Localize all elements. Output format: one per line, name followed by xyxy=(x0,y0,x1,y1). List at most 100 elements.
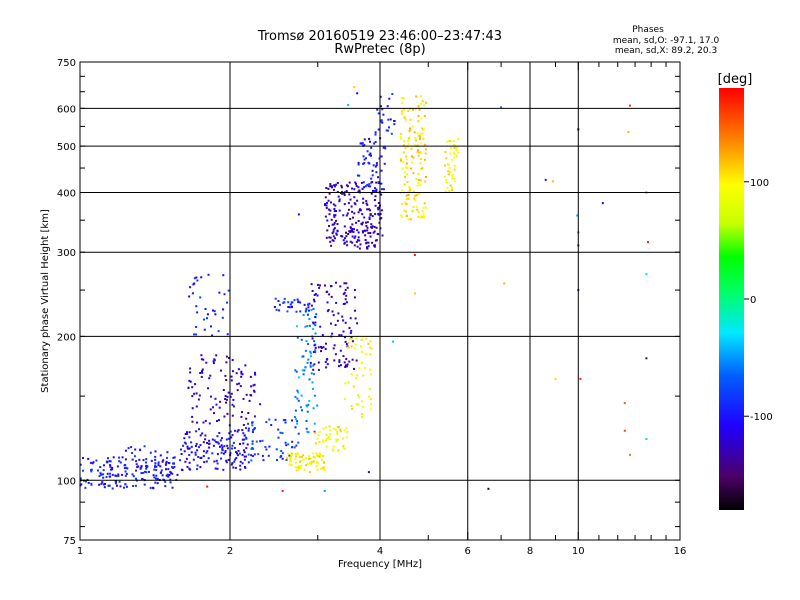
data-point-1118 xyxy=(330,244,333,247)
data-point-517 xyxy=(291,446,294,449)
data-point-815 xyxy=(312,452,315,455)
data-point-1031 xyxy=(355,182,357,185)
data-point-362 xyxy=(224,398,227,400)
data-point-361 xyxy=(212,360,215,363)
data-point-395 xyxy=(218,419,220,422)
data-point-534 xyxy=(261,439,264,442)
data-point-245 xyxy=(245,447,248,450)
data-point-211 xyxy=(220,444,223,447)
data-point-520 xyxy=(275,448,278,451)
data-point-301 xyxy=(243,438,246,441)
data-point-548 xyxy=(268,418,271,421)
data-point-1215 xyxy=(380,169,383,172)
data-point-1182 xyxy=(375,188,378,191)
data-point-278 xyxy=(239,460,242,463)
data-point-703 xyxy=(344,340,347,343)
data-point-1299 xyxy=(420,94,422,97)
data-point-735 xyxy=(353,367,355,370)
data-point-152 xyxy=(164,480,167,483)
data-point-262 xyxy=(186,445,189,448)
x-axis-label: Frequency [MHz] xyxy=(338,559,422,570)
data-point-8 xyxy=(105,476,108,478)
data-point-77 xyxy=(153,468,156,471)
data-point-343 xyxy=(218,432,221,434)
data-point-281 xyxy=(203,461,206,464)
data-point-276 xyxy=(194,445,197,447)
data-point-441 xyxy=(191,292,194,295)
data-point-825 xyxy=(290,453,293,456)
data-point-1151 xyxy=(370,192,373,195)
data-point-1216 xyxy=(368,138,371,140)
data-point-251 xyxy=(228,432,231,435)
data-point-1308 xyxy=(399,159,402,162)
data-point-696 xyxy=(327,309,330,311)
data-point-3 xyxy=(157,464,160,467)
colorbar-tick-label-0: 100 xyxy=(750,178,769,189)
data-point-93 xyxy=(89,461,92,464)
data-point-1329 xyxy=(420,102,422,105)
data-point-770 xyxy=(338,365,340,368)
data-point-731 xyxy=(324,361,327,364)
data-point-1473 xyxy=(544,178,547,181)
data-point-1390 xyxy=(405,203,408,206)
data-point-235 xyxy=(196,464,199,467)
data-point-342 xyxy=(243,451,246,454)
data-point-684 xyxy=(345,294,348,297)
data-point-713 xyxy=(309,361,312,364)
data-point-67 xyxy=(111,473,114,476)
data-point-637 xyxy=(297,376,300,379)
data-point-58 xyxy=(112,456,115,459)
data-point-391 xyxy=(215,403,218,406)
data-point-669 xyxy=(314,346,317,349)
data-point-1369 xyxy=(409,127,411,130)
data-point-352 xyxy=(215,354,218,357)
data-point-1253 xyxy=(387,118,390,121)
data-point-1332 xyxy=(408,130,411,133)
data-point-1378 xyxy=(420,158,422,160)
data-point-668 xyxy=(351,358,354,361)
data-point-709 xyxy=(334,324,337,326)
data-point-608 xyxy=(305,340,308,343)
data-point-527 xyxy=(281,432,284,435)
data-point-130 xyxy=(108,475,111,478)
data-point-177 xyxy=(149,451,152,454)
data-point-1386 xyxy=(421,167,424,170)
data-point-751 xyxy=(344,298,347,301)
data-point-691 xyxy=(344,364,347,367)
data-point-1429 xyxy=(452,140,455,142)
data-point-1248 xyxy=(388,126,390,129)
data-point-1012 xyxy=(329,185,332,188)
data-point-162 xyxy=(176,473,179,476)
data-point-354 xyxy=(212,362,215,365)
data-point-296 xyxy=(185,432,188,435)
data-point-316 xyxy=(188,467,191,470)
data-point-1247 xyxy=(393,123,396,126)
data-point-226 xyxy=(231,444,234,447)
x-axis-ticks: 1 2 4 6 8 10 16 xyxy=(77,62,686,557)
data-point-240 xyxy=(215,441,218,444)
data-point-687 xyxy=(342,330,345,333)
data-point-372 xyxy=(195,392,198,395)
data-point-181 xyxy=(139,448,141,451)
data-point-1061 xyxy=(346,244,349,247)
data-point-1090 xyxy=(335,232,338,235)
data-point-1134 xyxy=(365,200,368,203)
data-point-1408 xyxy=(421,210,424,213)
data-point-193 xyxy=(168,462,171,465)
data-point-798 xyxy=(309,458,312,460)
data-point-429 xyxy=(221,316,224,319)
data-point-1323 xyxy=(417,179,420,182)
data-point-450 xyxy=(241,373,244,376)
data-point-840 xyxy=(321,458,323,461)
data-point-1210 xyxy=(369,152,372,155)
data-point-267 xyxy=(199,466,202,469)
data-point-720 xyxy=(324,348,327,350)
data-point-640 xyxy=(307,313,309,316)
data-point-1471 xyxy=(579,377,582,380)
data-point-387 xyxy=(225,379,228,381)
data-point-902 xyxy=(359,345,362,348)
data-point-557 xyxy=(304,310,307,313)
data-point-145 xyxy=(119,461,122,464)
data-point-884 xyxy=(339,430,342,433)
data-point-1405 xyxy=(417,172,420,175)
